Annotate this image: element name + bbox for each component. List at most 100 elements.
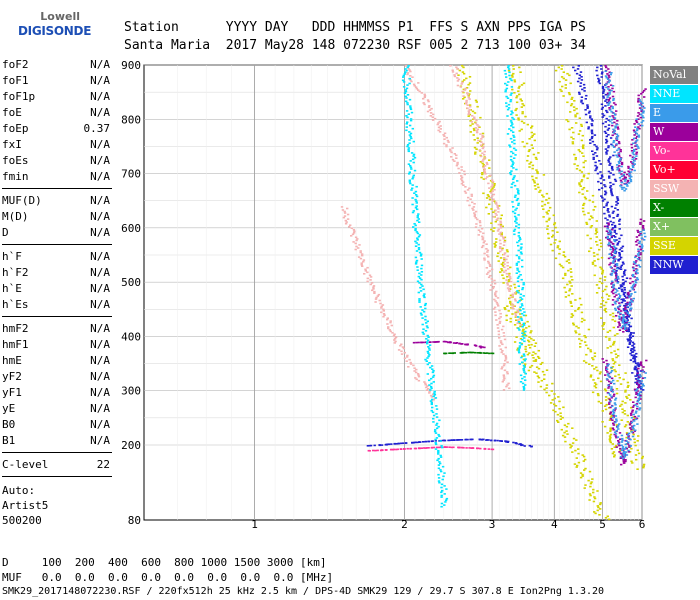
trace-dot [612,90,616,93]
trace-dot [634,396,637,399]
trace-dot [445,446,449,448]
trace-dot [547,232,550,235]
trace-dot [629,154,632,157]
trace-dot [637,147,640,149]
trace-dot [586,105,589,108]
trace-dot [481,162,484,165]
trace-dot [551,229,554,232]
trace-dot [507,68,511,70]
trace-dot [611,452,615,455]
trace-dot [526,155,530,157]
trace-dot [436,459,439,462]
trace-dot [378,299,381,302]
trace-dot [601,421,604,423]
trace-dot [638,240,641,243]
trace-dot [507,107,511,109]
param-key: foEs [2,154,29,167]
trace-dot [449,148,452,151]
trace-dot [586,234,589,237]
trace-dot [425,386,428,389]
trace-dot [494,209,497,212]
trace-dot [568,74,571,77]
trace-dot [513,324,517,326]
trace-dot [602,179,606,181]
trace-dot [589,349,592,351]
trace-dot [620,316,624,319]
trace-dot [419,290,423,292]
trace-dot [588,199,591,202]
trace-dot [416,215,419,217]
trace-dot [474,226,478,228]
trace-dot [579,476,583,479]
trace-dot [520,319,524,321]
trace-dot [386,317,389,319]
trace-dot [506,384,509,386]
trace-dot [625,440,628,442]
legend-item-x: X+ [650,218,698,236]
trace-dot [627,293,630,296]
trace-dot [618,302,621,304]
trace-dot [628,423,632,426]
trace-dot [609,266,612,268]
trace-dot [604,65,607,67]
trace-dot [614,279,618,282]
trace-dot [618,305,621,308]
trace-dot [636,135,639,138]
trace-dot [607,104,610,106]
trace-dot [598,248,601,251]
trace-dot [606,347,609,349]
trace-dot [613,251,616,254]
trace-dot [507,288,511,291]
trace-dot [481,172,484,174]
trace-dot [623,171,626,174]
trace-dot [393,442,397,445]
trace-dot [641,120,645,122]
trace-dot [403,351,406,354]
trace-dot [570,98,573,100]
trace-dot [605,117,608,120]
trace-dot [417,341,420,344]
trace-dot [601,269,605,272]
trace-dot [634,412,638,414]
trace-dot [382,310,385,312]
trace-dot [600,303,603,305]
trace-dot [617,326,620,328]
trace-dot [609,416,613,418]
trace-dot [509,317,512,320]
trace-dot [636,394,640,397]
trace-dot [385,449,388,451]
trace-dot [581,188,584,191]
trace-dot [410,168,413,170]
trace-dot [428,354,431,356]
trace-dot [631,345,634,347]
trace-dot [633,148,636,151]
trace-dot [526,123,529,126]
trace-dot [612,283,615,286]
trace-dot [518,443,521,446]
trace-dot [440,505,443,508]
trace-dot [597,77,600,80]
param-row: fmin N/A [2,170,110,185]
trace-dot [579,82,583,84]
trace-dot [483,157,487,159]
trace-dot [502,325,505,328]
trace-dot [507,81,510,83]
trace-dot [475,148,478,150]
trace-dot [618,444,621,447]
trace-dot [624,443,627,446]
trace-dot [600,282,604,285]
trace-dot [406,94,410,96]
trace-dot [510,79,513,82]
trace-dot [361,253,364,255]
trace-dot [587,479,590,482]
trace-dot [612,257,615,259]
trace-dot [500,214,503,217]
trace-dot [545,192,549,195]
trace-dot [586,190,589,192]
trace-dot [417,218,420,220]
trace-dot [615,418,618,420]
trace-dot [465,99,468,102]
trace-dot [630,348,633,350]
trace-dot [611,115,614,117]
trace-dot [380,449,384,451]
